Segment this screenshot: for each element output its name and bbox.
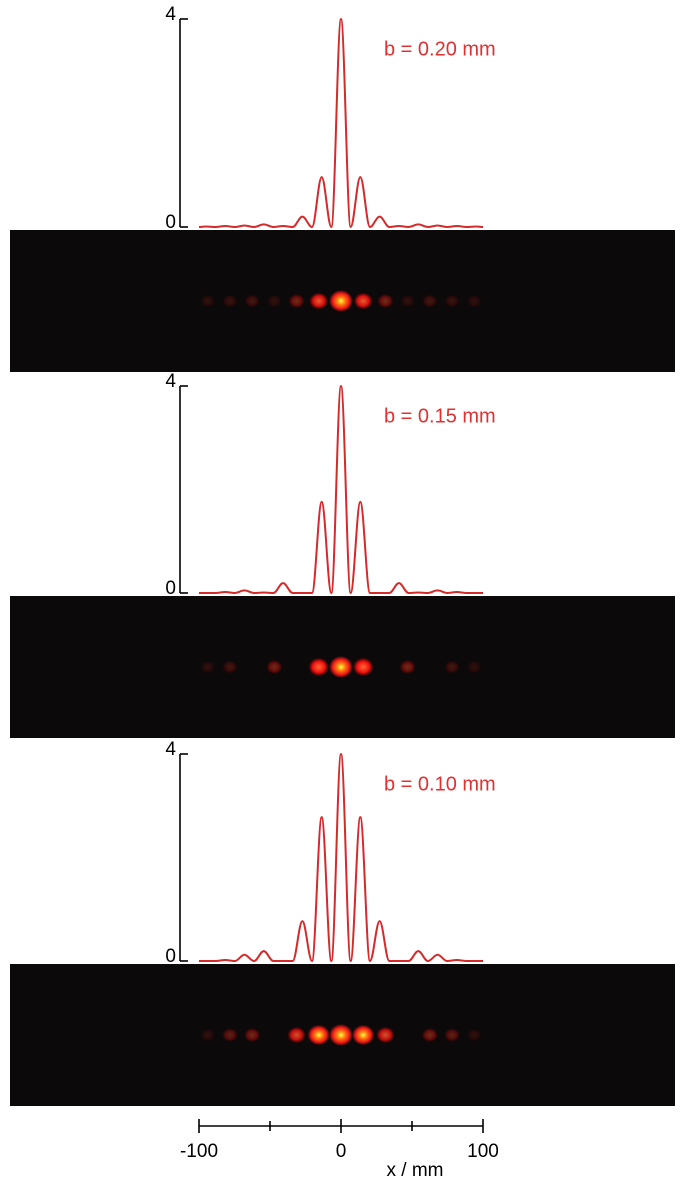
fringe-spot xyxy=(399,659,416,675)
fringe-spot xyxy=(287,1026,306,1044)
fringe-spot xyxy=(222,294,238,308)
annotation: b = 0.10 mm xyxy=(384,773,496,795)
fringe-spot xyxy=(466,1028,482,1042)
fringe-spot xyxy=(307,1024,330,1046)
fringe-spot xyxy=(308,657,330,677)
line-series xyxy=(199,752,483,963)
fringe-spot xyxy=(422,294,438,308)
fringe-spot xyxy=(200,1028,216,1042)
fringe-spot xyxy=(400,294,415,308)
fringe-spot xyxy=(466,294,482,308)
annotation: b = 0.15 mm xyxy=(384,405,496,427)
fringe-spot xyxy=(244,1027,261,1043)
fringe-spot xyxy=(329,656,353,678)
fringe-spot xyxy=(444,1028,460,1042)
fringe-spot xyxy=(266,659,283,675)
y-tick-label: 4 xyxy=(165,371,176,392)
fringe-spot xyxy=(288,293,305,309)
fringe-spot xyxy=(352,657,374,677)
line-series xyxy=(199,384,483,595)
fringe-spot xyxy=(222,1028,238,1042)
line-series xyxy=(198,17,484,229)
annotation: b = 0.20 mm xyxy=(384,38,496,60)
fringe-spot xyxy=(444,660,460,674)
fringe-spot xyxy=(444,294,460,308)
fringe-spot xyxy=(329,290,353,312)
x-axis-label: x / mm xyxy=(387,1160,444,1181)
y-tick-label: 4 xyxy=(165,4,176,25)
fringe-spot xyxy=(200,660,216,674)
fringe-spot xyxy=(329,1024,353,1046)
y-tick-label: 0 xyxy=(165,946,176,967)
fringe-spot xyxy=(309,292,329,310)
x-tick-label: -100 xyxy=(180,1141,218,1162)
fringe-spot xyxy=(267,294,282,308)
fringe-spot xyxy=(200,294,216,308)
fringe-spot xyxy=(222,660,238,674)
fringe-spot xyxy=(353,292,373,310)
fringe-spot xyxy=(377,293,394,309)
fringe-spot xyxy=(466,660,482,674)
x-tick-label: 100 xyxy=(467,1141,499,1162)
fringe-spot xyxy=(244,294,260,308)
fringe-spot xyxy=(421,1027,438,1043)
fringe-spot xyxy=(352,1024,375,1046)
x-tick-label: 0 xyxy=(336,1141,347,1162)
fringe-spot xyxy=(376,1026,395,1044)
y-tick-label: 4 xyxy=(165,739,176,760)
y-tick-label: 0 xyxy=(165,578,176,599)
y-tick-label: 0 xyxy=(165,212,176,233)
